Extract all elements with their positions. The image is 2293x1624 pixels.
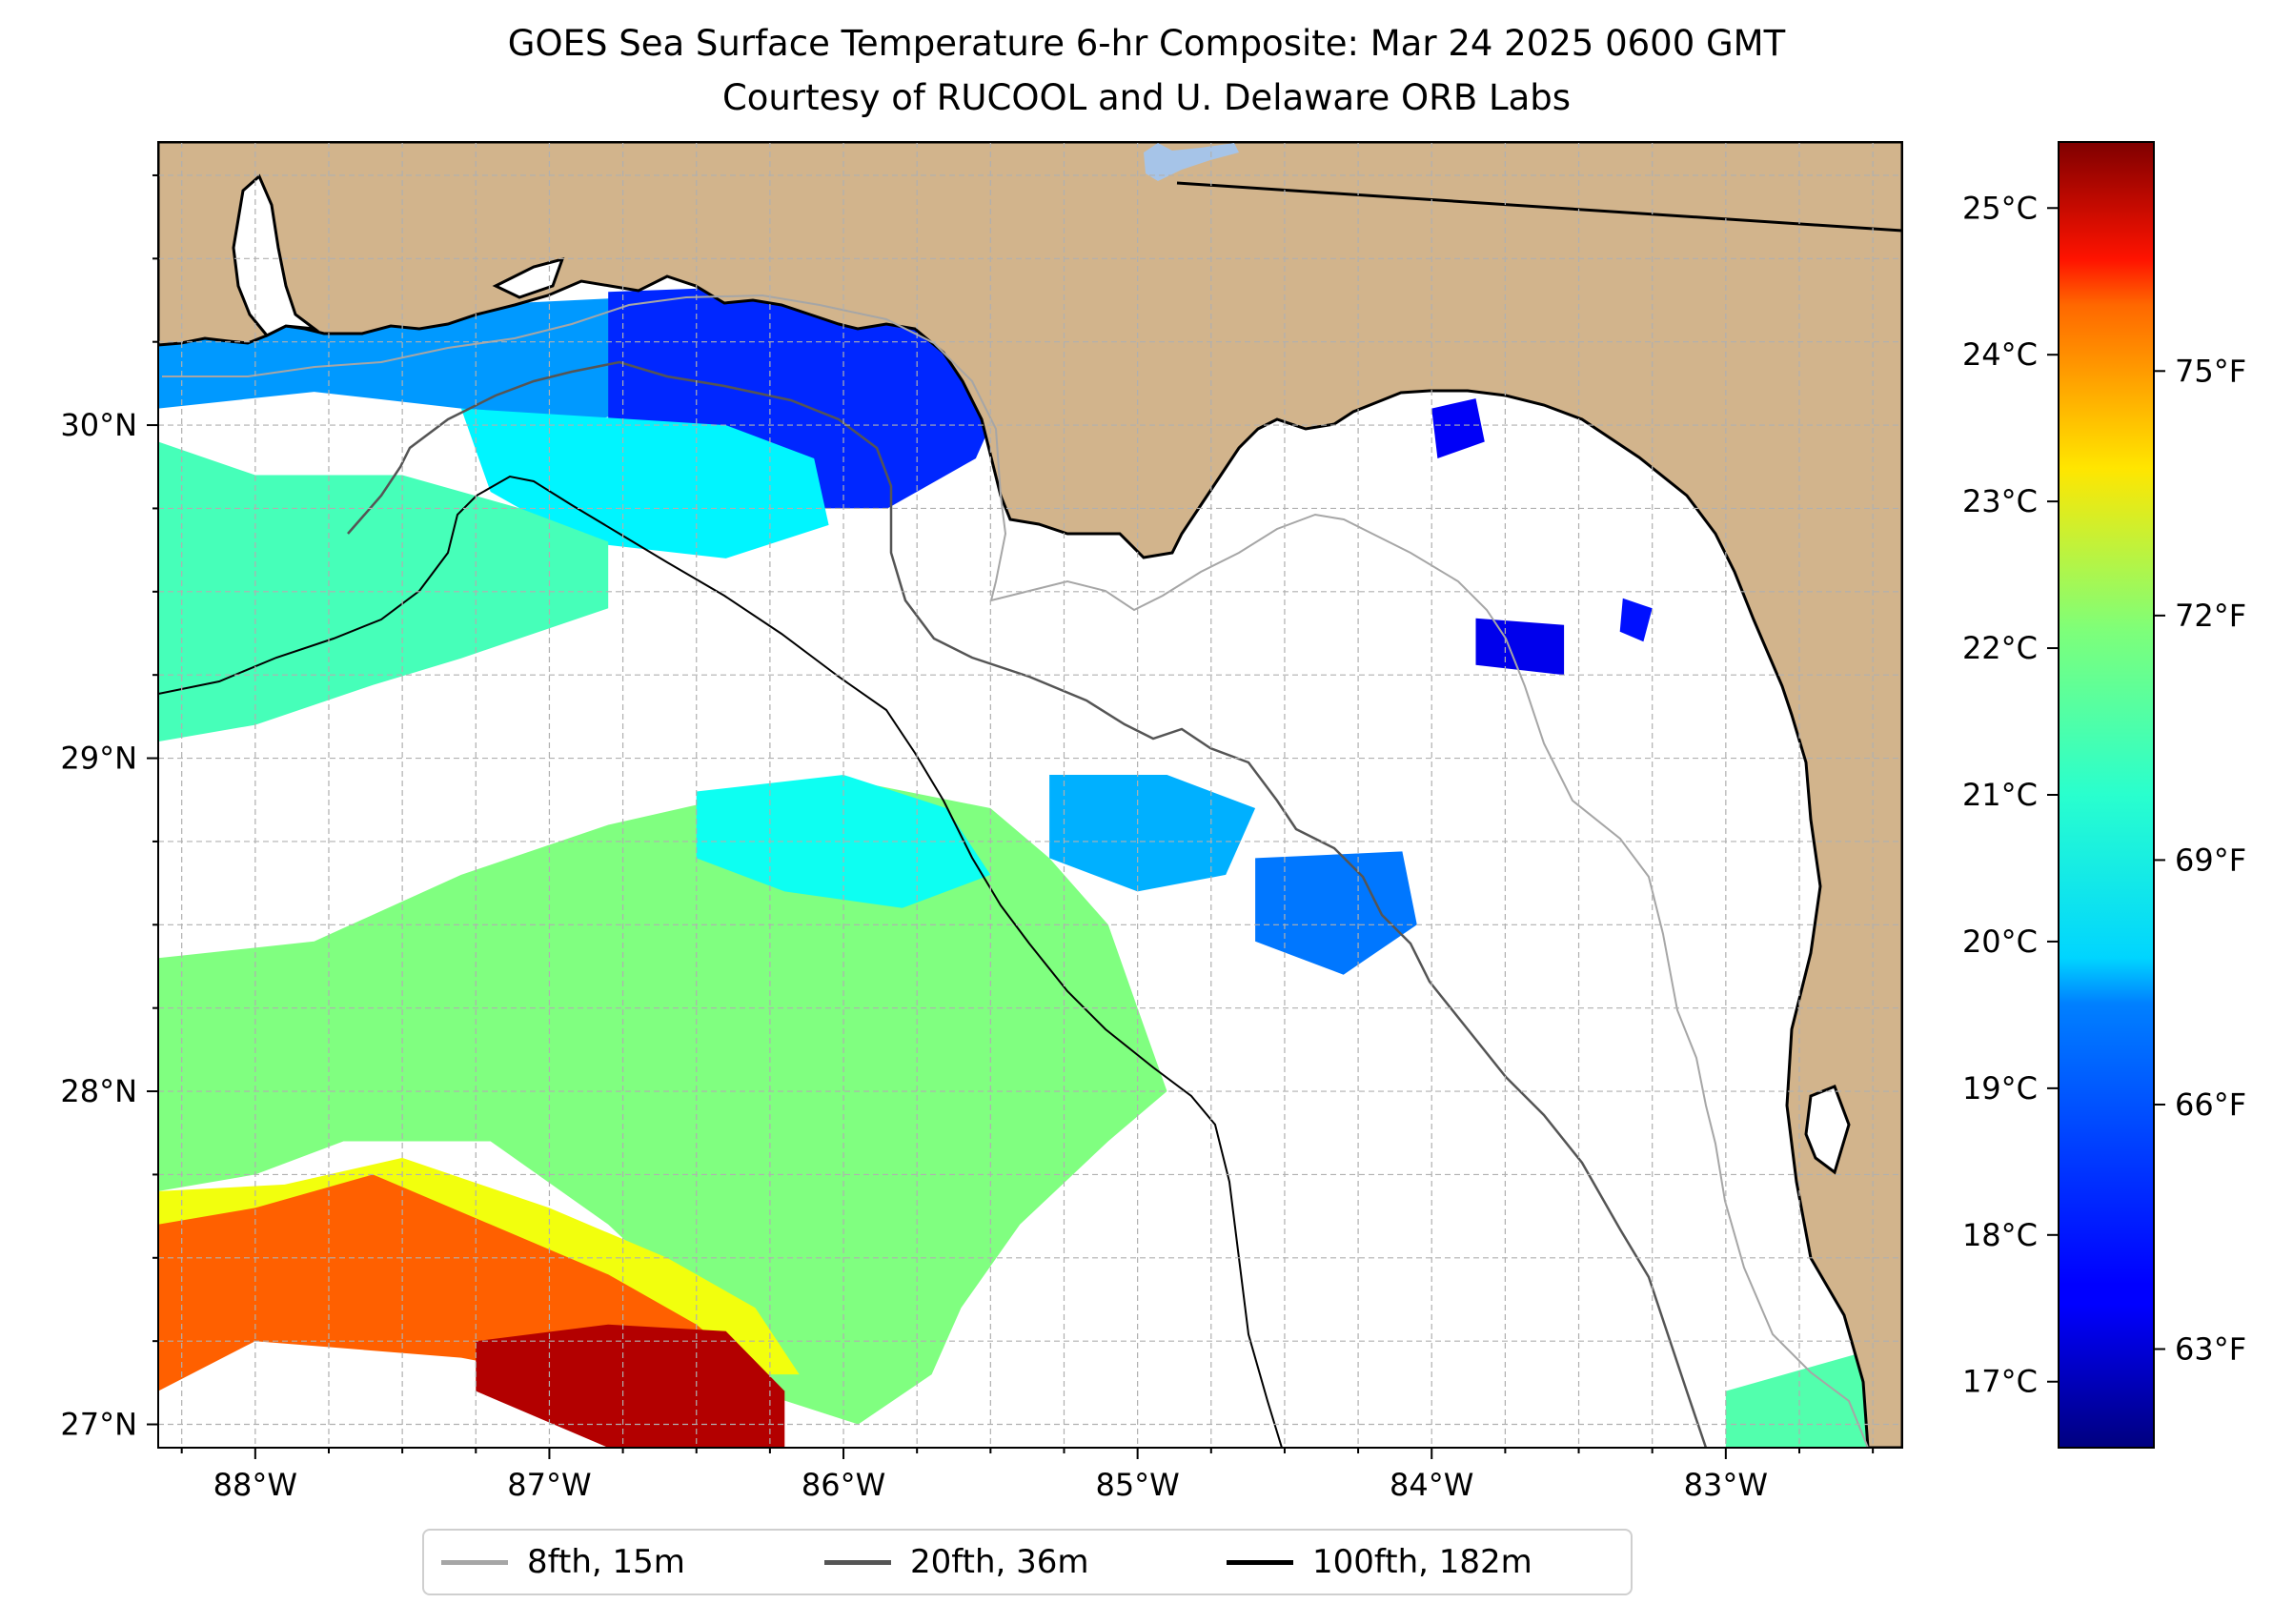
- choctawhatchee-bay: [492, 256, 565, 299]
- map-frame: [157, 141, 1903, 1449]
- lon-tick-label: 88°W: [213, 1467, 297, 1503]
- legend-line-100fth: [1227, 1559, 1293, 1565]
- fahrenheit-tick-label: 63°F: [2175, 1331, 2246, 1368]
- contour-legend: 8fth, 15m 20fth, 36m 100fth, 182m: [422, 1529, 1633, 1595]
- colorbar-celsius-axis: 17°C 18°C 19°C 20°C 21°C 22°C 23°C 24°C 25°C: [1962, 190, 2059, 1400]
- legend-line-20fth: [824, 1559, 891, 1565]
- celsius-tick-label: 18°C: [1962, 1217, 2038, 1253]
- lon-tick-label: 87°W: [507, 1467, 591, 1503]
- legend-item-8fth: 8fth, 15m: [441, 1531, 685, 1594]
- legend-line-8fth: [441, 1559, 508, 1565]
- map-title-line-1: GOES Sea Surface Temperature 6-hr Compos…: [507, 23, 1786, 64]
- longitude-axis: 88°W 87°W 86°W 85°W 84°W 83°W: [180, 1448, 1875, 1503]
- lon-tick-label: 85°W: [1095, 1467, 1179, 1503]
- lake-seminole: [1144, 143, 1239, 181]
- graticule: [158, 142, 1902, 1448]
- contour-8fth: [162, 294, 1869, 1448]
- land-panhandle: [158, 142, 1902, 1448]
- celsius-tick-label: 19°C: [1962, 1070, 2038, 1106]
- legend-item-100fth: 100fth, 182m: [1227, 1531, 1532, 1594]
- lon-tick-label: 84°W: [1390, 1467, 1473, 1503]
- map-panel: 88°W 87°W 86°W 85°W 84°W 83°W 27°N 28°N 29°N 30°…: [60, 141, 1903, 1503]
- latitude-axis: 27°N 28°N 29°N 30°N: [60, 173, 158, 1443]
- sst-region-mississippi-shelf-blue: [158, 298, 726, 426]
- fahrenheit-tick-label: 75°F: [2175, 353, 2246, 389]
- celsius-tick-label: 20°C: [1962, 924, 2038, 960]
- sst-region-apalachee-blue-1: [1431, 398, 1485, 458]
- mobile-bay: [232, 173, 320, 337]
- sst-region-cedar-key-blue: [1255, 851, 1417, 975]
- sst-region-western-shelf-aqua: [158, 441, 609, 742]
- celsius-tick-label: 21°C: [1962, 777, 2038, 813]
- fahrenheit-tick-label: 72°F: [2175, 598, 2246, 634]
- map-title-line-2: Courtesy of RUCOOL and U. Delaware ORB L…: [721, 77, 1572, 118]
- lat-tick-label: 28°N: [60, 1073, 137, 1109]
- sst-region-central-green-mass: [158, 784, 1167, 1425]
- fahrenheit-tick-label: 66°F: [2175, 1086, 2246, 1123]
- celsius-tick-label: 23°C: [1962, 483, 2038, 519]
- legend-label-8fth: 8fth, 15m: [527, 1543, 685, 1581]
- celsius-tick-label: 22°C: [1962, 630, 2038, 666]
- lon-tick-label: 86°W: [802, 1467, 885, 1503]
- tampa-bay: [1804, 1085, 1851, 1175]
- fahrenheit-tick-label: 69°F: [2175, 842, 2246, 878]
- lat-tick-label: 29°N: [60, 741, 137, 777]
- lon-tick-label: 83°W: [1684, 1467, 1768, 1503]
- legend-label-100fth: 100fth, 182m: [1312, 1543, 1532, 1581]
- colorbar-gradient: [2059, 142, 2154, 1448]
- colorbar-fahrenheit-axis: 63°F 66°F 69°F 72°F 75°F: [2154, 353, 2246, 1368]
- lat-tick-label: 27°N: [60, 1407, 137, 1443]
- celsius-tick-label: 25°C: [1962, 190, 2038, 226]
- sst-region-loop-hot-core: [476, 1324, 785, 1448]
- celsius-tick-label: 17°C: [1962, 1364, 2038, 1400]
- temperature-colorbar: 17°C 18°C 19°C 20°C 21°C 22°C 23°C 24°C 25°C 63°…: [1962, 141, 2246, 1449]
- contour-100fth: [158, 475, 1283, 1448]
- legend-item-20fth: 20fth, 36m: [824, 1531, 1089, 1594]
- lat-tick-label: 30°N: [60, 407, 137, 443]
- celsius-tick-label: 24°C: [1962, 336, 2038, 373]
- sst-region-apalachee-blue-2: [1475, 618, 1565, 676]
- legend-label-20fth: 20fth, 36m: [910, 1543, 1089, 1581]
- sst-region-big-bend-blue-patch: [1049, 775, 1256, 892]
- contour-20fth: [347, 360, 1708, 1448]
- state-boundary-line: [1176, 181, 1902, 233]
- sst-region-steinhatchee-blue: [1619, 598, 1653, 642]
